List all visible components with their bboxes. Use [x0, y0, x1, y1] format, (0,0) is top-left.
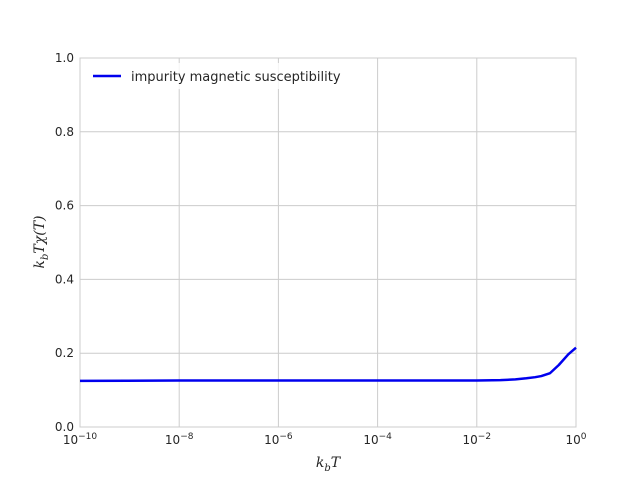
- y-axis-label: kbTχ(T): [32, 216, 51, 269]
- series-layer: [79, 346, 577, 383]
- x-tick-label: 10−8: [165, 432, 194, 447]
- y-tick-labels: 0.0 0.2 0.4 0.6 0.8 1.0: [55, 51, 74, 434]
- y-tick-label: 0.2: [55, 346, 74, 360]
- x-tick-label: 10−6: [264, 432, 293, 447]
- legend: impurity magnetic susceptibility: [86, 63, 341, 89]
- series-line: [79, 346, 577, 383]
- y-tick-label: 1.0: [55, 51, 74, 65]
- x-tick-label: 10−10: [63, 432, 98, 447]
- y-tick-label: 0.6: [55, 199, 74, 213]
- y-tick-label: 0.4: [55, 272, 74, 286]
- x-axis-label: kbT: [316, 455, 342, 474]
- grid-lines: [79, 57, 577, 428]
- plot-frame: [79, 57, 577, 428]
- legend-label: impurity magnetic susceptibility: [131, 70, 341, 85]
- y-tick-label: 0.8: [55, 125, 74, 139]
- x-tick-labels: 10−10 10−8 10−6 10−4 10−2 100: [63, 432, 587, 447]
- x-tick-label: 10−4: [363, 432, 392, 447]
- y-tick-label: 0.0: [55, 420, 74, 434]
- x-tick-label: 100: [565, 432, 586, 447]
- legend-box: [86, 63, 330, 89]
- x-tick-label: 10−2: [463, 432, 492, 447]
